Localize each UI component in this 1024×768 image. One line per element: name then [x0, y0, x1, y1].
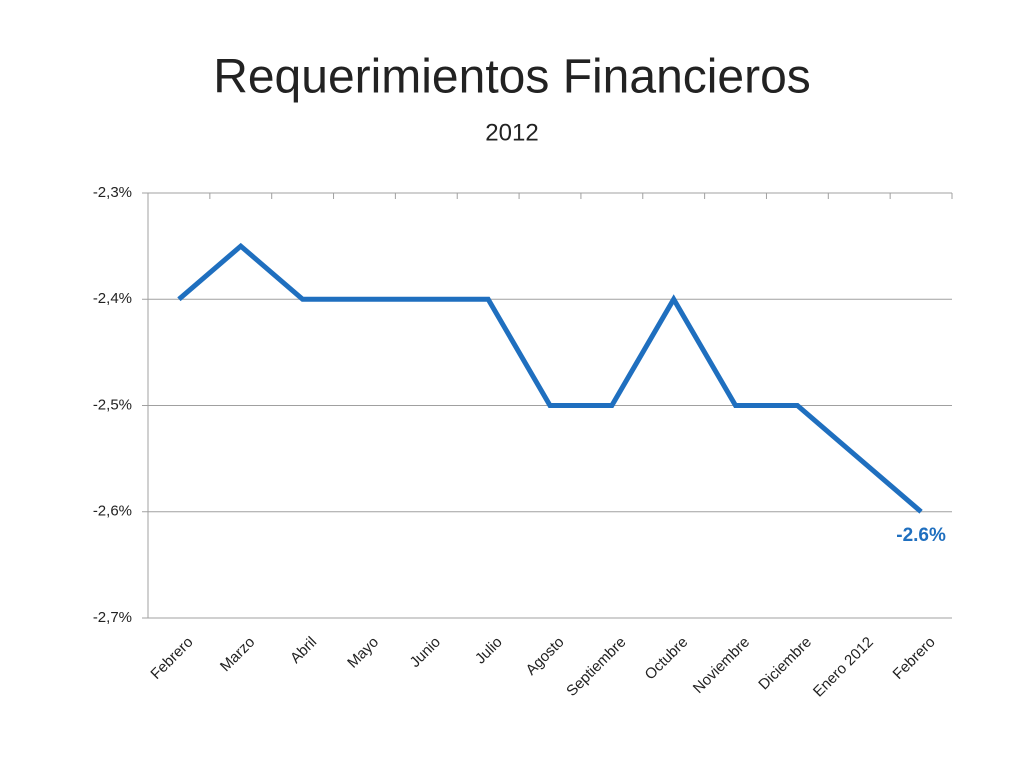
x-tick-label: Mayo: [344, 634, 382, 672]
x-tick-label: Febrero: [890, 634, 939, 683]
x-tick-label: Agosto: [523, 634, 568, 679]
x-tick-label: Enero 2012: [810, 634, 877, 701]
x-tick-label: Julio: [472, 634, 506, 668]
chart-title: Requerimientos Financieros: [213, 51, 811, 104]
y-tick-label: -2,3%: [93, 184, 132, 201]
data-label: -2.6%: [896, 525, 946, 546]
y-tick-label: -2,4%: [93, 290, 132, 307]
x-tick-label: Septiembre: [563, 634, 629, 700]
x-tick-label: Febrero: [147, 634, 196, 683]
x-tick-label: Abril: [287, 634, 320, 667]
chart-subtitle: 2012: [485, 119, 538, 146]
x-tick-label: Diciembre: [755, 634, 815, 694]
y-tick-label: -2,6%: [93, 503, 132, 520]
x-tick-label: Octubre: [642, 634, 692, 684]
y-tick-label: -2,5%: [93, 396, 132, 413]
y-tick-label: -2,7%: [93, 609, 132, 626]
x-tick-label: Marzo: [217, 634, 258, 675]
x-tick-label: Noviembre: [690, 634, 753, 697]
x-tick-label: Junio: [407, 634, 444, 671]
data-line: [177, 242, 923, 514]
